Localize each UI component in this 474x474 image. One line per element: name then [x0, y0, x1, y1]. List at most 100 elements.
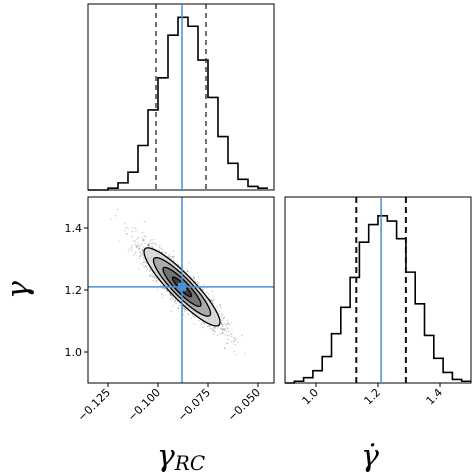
sample-point — [143, 258, 145, 260]
sample-point — [169, 298, 172, 300]
sample-point — [160, 285, 162, 287]
sample-point — [143, 267, 145, 269]
sample-point — [169, 253, 171, 256]
sample-point — [193, 277, 195, 279]
sample-point — [222, 332, 224, 334]
sample-point — [223, 329, 226, 331]
sample-point — [131, 247, 133, 249]
sample-point — [137, 244, 139, 247]
y-tick-label: 1.0 — [65, 346, 83, 359]
sample-point — [230, 333, 232, 336]
sample-point — [222, 325, 224, 328]
sample-point — [132, 227, 134, 229]
x-tick-label: 1.0 — [300, 386, 322, 408]
x-tick-label: −0.100 — [125, 386, 163, 424]
sample-point — [244, 352, 246, 355]
sample-point — [139, 251, 141, 253]
sample-point — [136, 238, 138, 240]
sample-point — [143, 239, 145, 241]
sample-point — [139, 255, 141, 257]
sample-point — [208, 293, 210, 296]
sample-point — [177, 307, 180, 309]
sample-point — [132, 240, 134, 242]
sample-point — [213, 333, 215, 336]
sample-point — [197, 282, 199, 285]
sample-point — [185, 308, 187, 310]
sample-point — [141, 249, 143, 252]
x-tick-label: −0.075 — [175, 386, 213, 424]
sample-point — [207, 325, 209, 327]
sample-point — [177, 264, 180, 266]
sample-point — [171, 258, 173, 260]
sample-point — [164, 288, 166, 290]
sample-point — [143, 264, 145, 267]
sample-point — [173, 260, 175, 262]
sample-point — [164, 288, 166, 290]
sample-point — [217, 327, 219, 329]
sample-point — [147, 244, 150, 246]
gamma-histogram-panel: 1.0 1.2 1.4 — [284, 196, 472, 408]
sample-point — [118, 240, 120, 243]
sample-point — [168, 256, 170, 258]
y-tick-label: 1.4 — [65, 222, 83, 235]
sample-point — [142, 254, 144, 256]
sample-point — [231, 335, 233, 338]
sample-point — [132, 254, 135, 256]
sample-point — [127, 251, 129, 253]
sample-point — [233, 351, 235, 353]
sample-point — [143, 239, 145, 241]
sample-point — [220, 307, 222, 309]
sample-point — [214, 326, 216, 329]
sample-point — [220, 322, 222, 324]
sample-point — [187, 270, 189, 273]
sample-point — [228, 323, 231, 326]
sample-point — [211, 330, 214, 332]
sample-point — [222, 328, 225, 330]
joint-density-panel: −0.125 −0.100 −0.075 −0.050 1.0 1.2 1.4 — [65, 196, 275, 424]
sample-point — [156, 280, 158, 282]
sample-point — [138, 247, 140, 249]
sample-point — [220, 315, 223, 318]
sample-point — [145, 266, 148, 269]
sample-point — [141, 248, 144, 251]
sample-point — [147, 243, 149, 246]
sample-point — [169, 293, 171, 295]
sample-point — [150, 269, 152, 271]
sample-point — [216, 306, 218, 308]
sample-point — [190, 317, 193, 319]
sample-point — [157, 288, 159, 291]
sample-point — [148, 244, 150, 246]
sample-point — [153, 276, 155, 278]
sample-point — [171, 297, 173, 299]
sample-point — [176, 300, 179, 302]
sample-point — [135, 246, 138, 248]
sample-point — [226, 319, 228, 321]
sample-point — [143, 235, 146, 237]
sample-point — [125, 226, 127, 229]
sample-point — [161, 293, 163, 295]
sample-point — [183, 308, 186, 310]
sample-point — [145, 265, 147, 267]
sample-point — [234, 339, 237, 341]
sample-point — [173, 250, 175, 252]
sample-point — [216, 309, 218, 311]
sample-point — [145, 236, 147, 238]
sample-point — [221, 313, 223, 315]
sample-point — [227, 327, 229, 330]
sample-point — [159, 247, 161, 249]
sample-point — [152, 242, 154, 244]
sample-point — [221, 324, 224, 326]
sample-point — [109, 218, 112, 221]
sample-point — [212, 295, 214, 297]
sample-point — [220, 328, 223, 330]
sample-point — [170, 294, 172, 296]
sample-point — [222, 332, 224, 335]
sample-point — [138, 268, 140, 270]
sample-point — [131, 235, 133, 238]
sample-point — [218, 310, 221, 312]
sample-point — [221, 323, 223, 325]
sample-point — [228, 335, 230, 337]
sample-point — [194, 281, 197, 283]
sample-point — [152, 280, 154, 282]
sample-point — [151, 243, 153, 245]
